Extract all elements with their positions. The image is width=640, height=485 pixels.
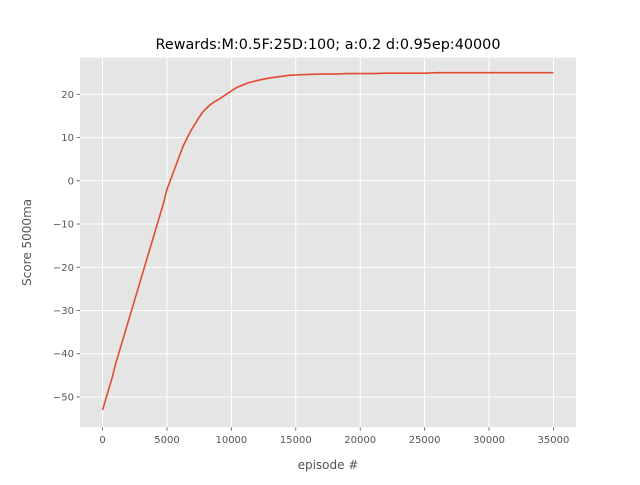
y-tick-label: −20 xyxy=(53,263,74,274)
y-tick-label: 20 xyxy=(61,90,74,101)
y-tick-label: −10 xyxy=(53,220,74,231)
x-tick-label: 20000 xyxy=(344,435,376,446)
x-tick-label: 15000 xyxy=(280,435,312,446)
y-tick-label: −50 xyxy=(53,392,74,403)
y-tick-label: −30 xyxy=(53,306,74,317)
y-tick-label: 10 xyxy=(61,133,74,144)
series-line xyxy=(101,71,554,411)
x-tick-label: 35000 xyxy=(538,435,570,446)
y-tick-label: 0 xyxy=(68,176,74,187)
x-tick-label: 10000 xyxy=(215,435,247,446)
plot-area xyxy=(80,57,576,428)
chart-title: Rewards:M:0.5F:25D:100; a:0.2 d:0.95ep:4… xyxy=(156,37,501,53)
y-axis-ticks: −50 −40 −30 −20 −10 0 10 20 xyxy=(53,90,80,403)
grid-lines xyxy=(80,57,576,428)
x-tick-label: 25000 xyxy=(409,435,441,446)
y-axis-label: Score 5000ma xyxy=(20,199,34,286)
y-tick-label: −40 xyxy=(53,349,74,360)
series-layer xyxy=(101,71,554,411)
x-tick-label: 5000 xyxy=(154,435,179,446)
x-axis-ticks: 0 5000 10000 15000 20000 25000 30000 35000 xyxy=(99,427,569,446)
x-tick-label: 0 xyxy=(99,435,105,446)
x-axis-label: episode # xyxy=(298,458,359,472)
x-tick-label: 30000 xyxy=(473,435,505,446)
